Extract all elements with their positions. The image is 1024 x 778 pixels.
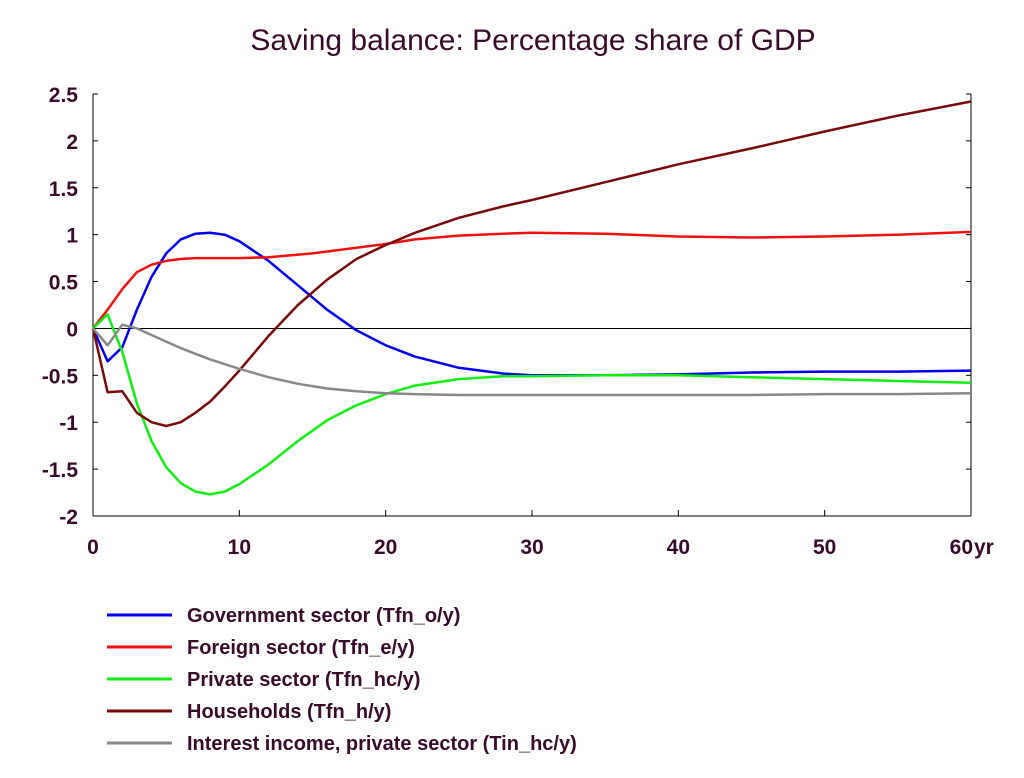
y-tick-label: -1 [59,412,78,435]
x-tick-label: 30 [520,536,543,559]
y-tick-label: 1 [66,225,78,248]
x-tick-label: 50 [813,536,836,559]
y-tick-label: -2 [59,506,78,529]
series-lines [91,100,972,496]
x-unit-label: yr [974,536,994,559]
series-line [92,230,972,330]
legend-label: Households (Tfn_h/y) [187,701,391,723]
chart-title: Saving balance: Percentage share of GDP [250,24,815,57]
x-tick-label: 40 [667,536,690,559]
legend-label: Government sector (Tfn_o/y) [187,605,460,627]
x-tick-label: 20 [374,536,397,559]
legend-label: Foreign sector (Tfn_e/y) [187,637,415,659]
legend-label: Interest income, private sector (Tin_hc/… [187,733,577,755]
legend: Government sector (Tfn_o/y) Foreign secto… [107,605,577,755]
legend-label: Private sector (Tfn_hc/y) [187,669,420,691]
y-tick-label: 1.5 [49,178,79,201]
series-line [91,100,972,428]
y-tick-label: -0.5 [42,365,79,388]
x-tick-label: 10 [228,536,251,559]
y-tick-label: 0.5 [49,272,79,295]
axes: 2.5 2 1.5 1 0.5 0 -0.5 -1 -1.5 -2 0 10 20 30 40 50 60 yr [42,84,994,559]
y-tick-label: -1.5 [42,459,79,482]
y-tick-label: 2.5 [49,84,79,107]
series-line [91,231,972,377]
y-tick-label: 0 [66,318,78,341]
x-tick-label: 0 [87,536,99,559]
series-line [92,313,972,496]
y-tick-label: 2 [66,131,78,154]
series-line [92,323,972,397]
x-tick-label: 60 [950,536,973,559]
